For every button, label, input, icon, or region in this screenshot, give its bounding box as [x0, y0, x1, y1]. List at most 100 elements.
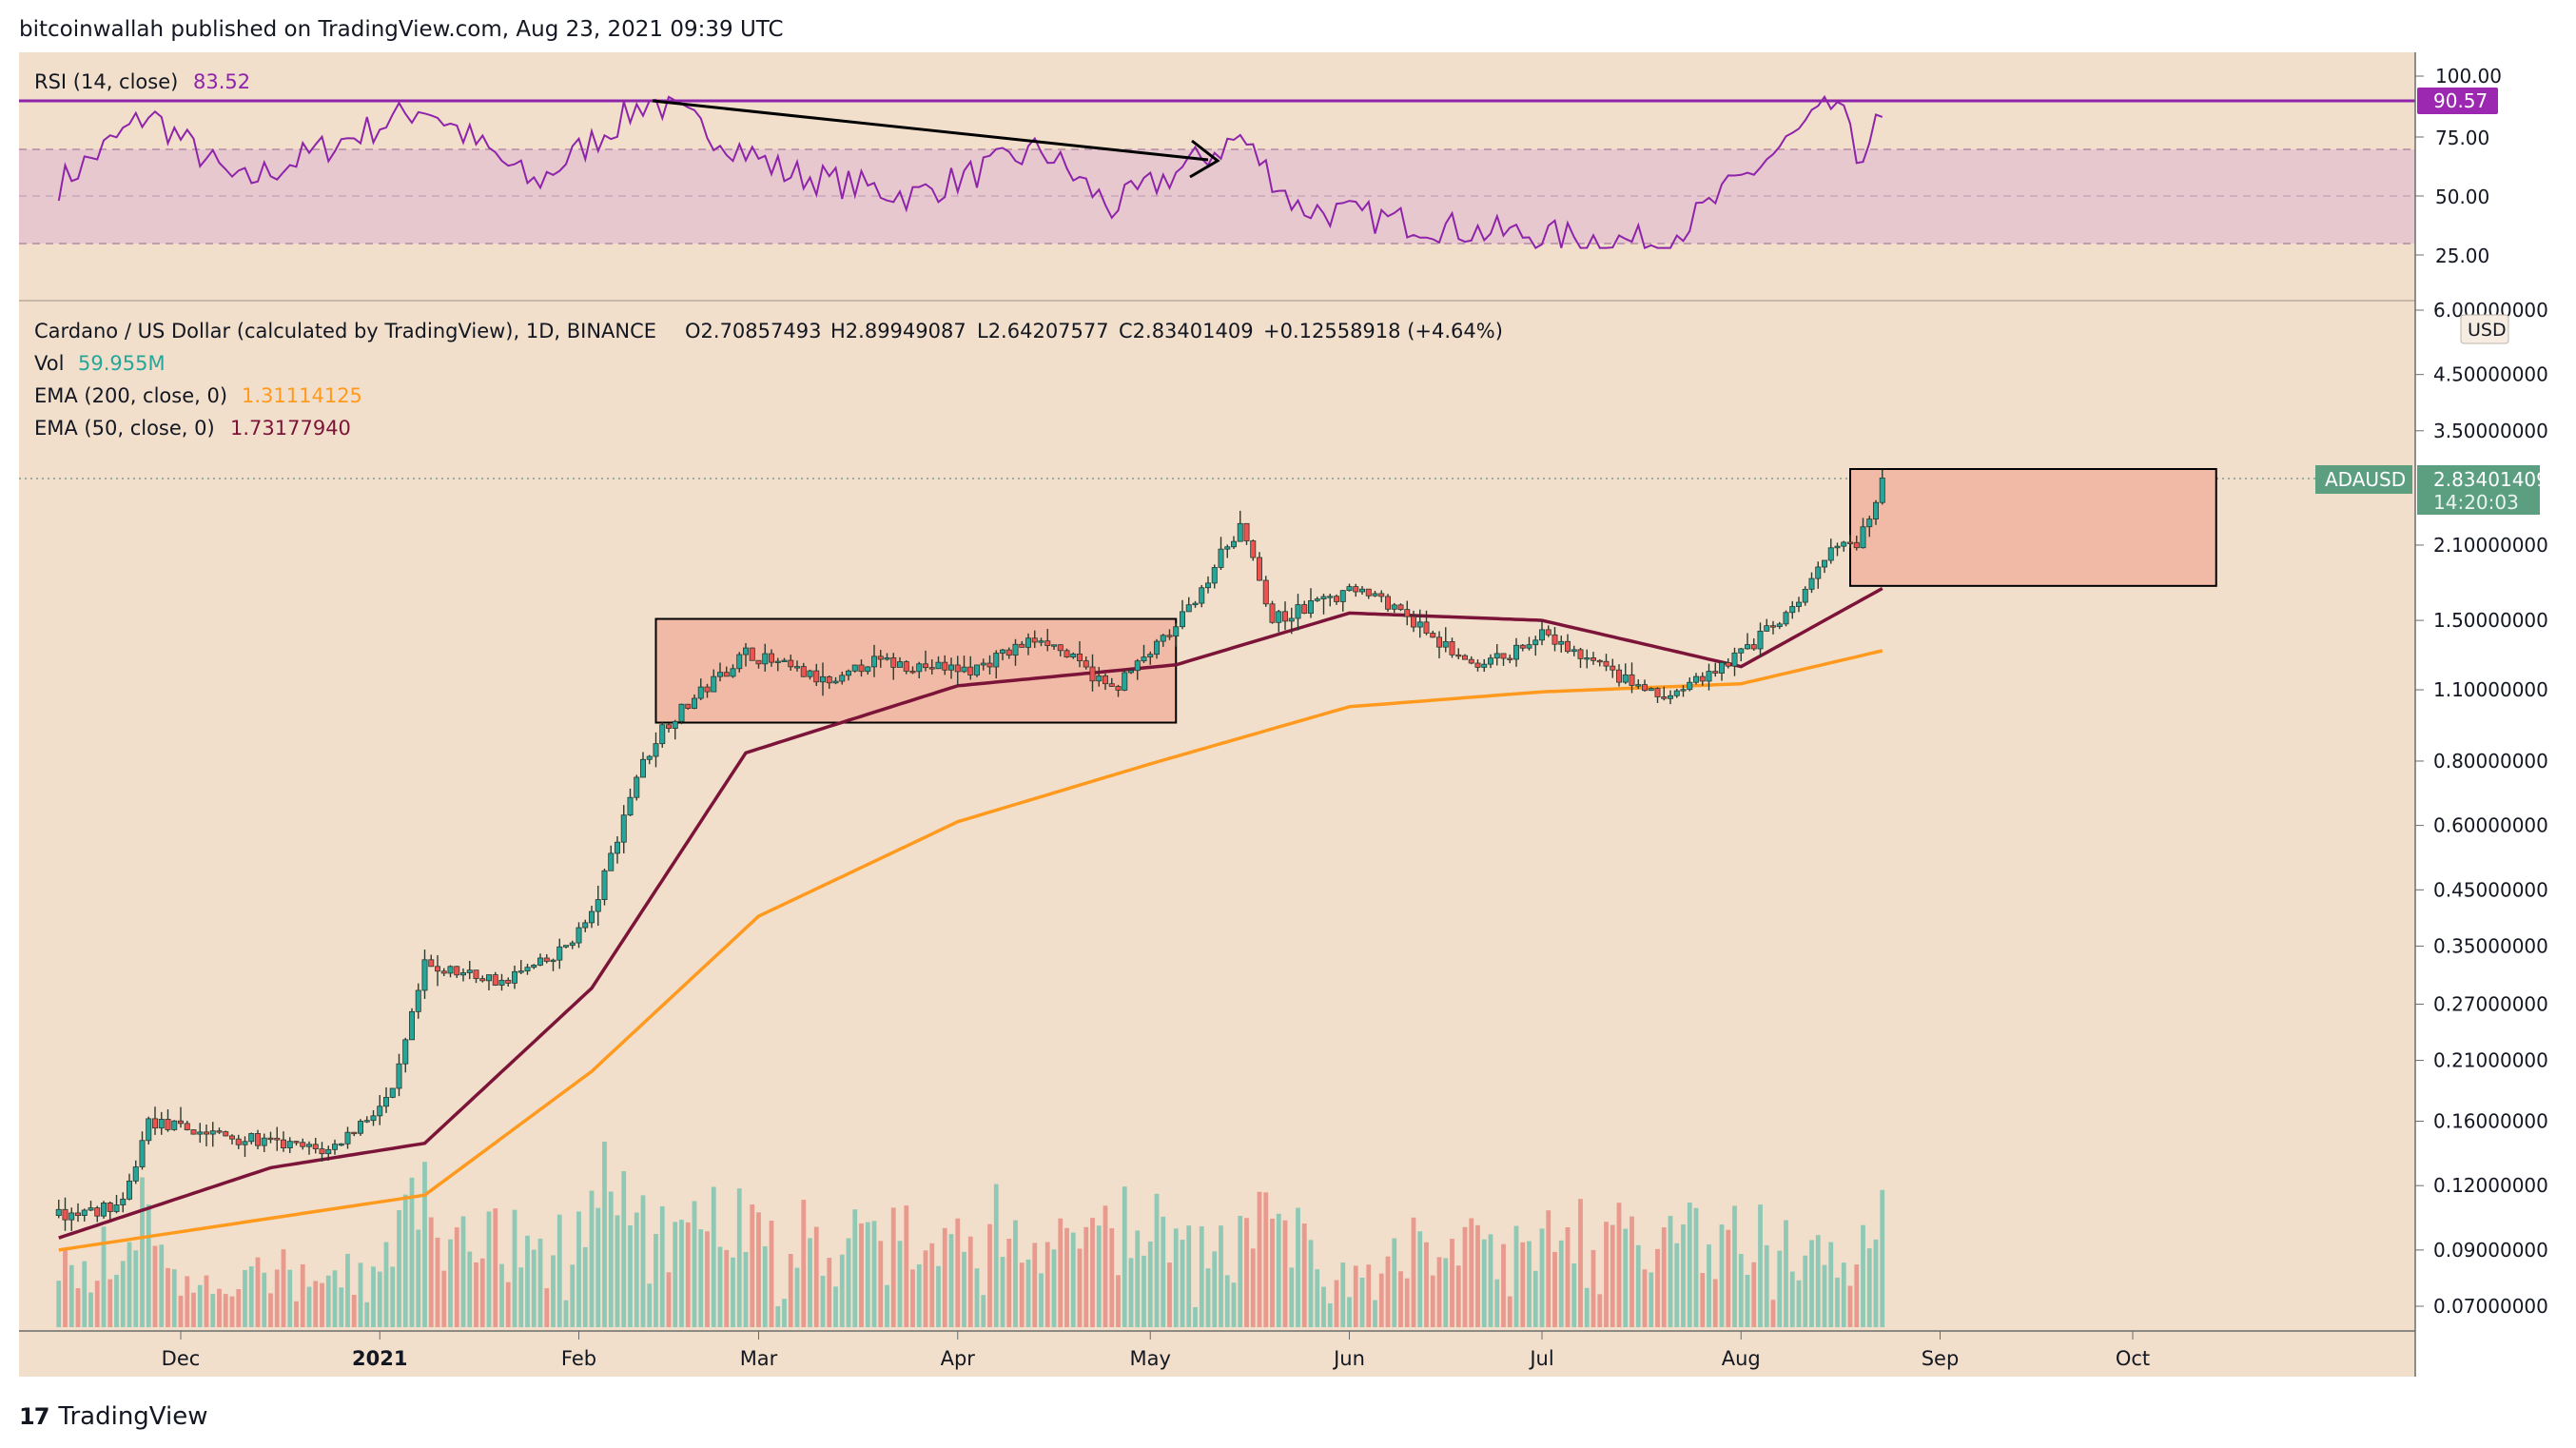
volume-bar: [1224, 1275, 1230, 1327]
candle-body: [1610, 665, 1616, 671]
candle-body: [1731, 652, 1738, 667]
candle-body: [357, 1121, 363, 1134]
volume-bar: [332, 1270, 338, 1327]
candle-body: [897, 661, 904, 668]
volume-bar: [1610, 1224, 1615, 1327]
candle-body: [1764, 625, 1770, 632]
candle-body: [1128, 670, 1135, 674]
candle-body: [408, 1010, 415, 1041]
volume-bar: [1796, 1280, 1802, 1327]
volume-bar: [1687, 1202, 1692, 1327]
candle-body: [1295, 604, 1301, 619]
volume-bar: [634, 1212, 639, 1327]
candle-body: [640, 758, 647, 778]
volume-bar: [537, 1238, 543, 1327]
candle-body: [1192, 602, 1199, 606]
candle-body: [1879, 478, 1885, 503]
candle-body: [1866, 519, 1873, 528]
volume-bar: [1301, 1223, 1307, 1327]
volume-bar: [1475, 1224, 1480, 1327]
volume-bar: [1861, 1224, 1865, 1327]
volume-bar: [1135, 1230, 1141, 1327]
price-tick-label: 1.50000000: [2433, 609, 2548, 632]
candle-body: [1661, 696, 1668, 699]
chart-svg[interactable]: 100.00 75.00 50.00 25.00 90.57 6.0000000…: [0, 0, 2576, 1399]
candle-body: [1853, 541, 1860, 549]
volume-bar: [325, 1275, 331, 1327]
footer-brand: 17 TradingView: [19, 1402, 208, 1431]
volume-bar: [839, 1254, 845, 1327]
volume-bar: [345, 1253, 350, 1327]
candle-body: [569, 942, 576, 947]
volume-bar: [1366, 1264, 1372, 1327]
candle-body: [692, 697, 698, 709]
volume-bar: [936, 1265, 941, 1327]
volume-bar: [191, 1292, 196, 1327]
volume-bar: [1532, 1270, 1538, 1327]
candle-body: [1699, 675, 1706, 682]
candle-body: [781, 659, 788, 662]
time-tick-label: Dec: [162, 1347, 201, 1370]
volume-bar: [666, 1272, 672, 1327]
candle-body: [1218, 548, 1224, 568]
rsi-tick-100: 100.00: [2435, 65, 2502, 88]
candle-body: [454, 966, 460, 976]
candle-body: [1019, 643, 1025, 648]
candle-body: [858, 664, 865, 673]
volume-bar: [1745, 1274, 1750, 1327]
volume-bar: [1103, 1205, 1108, 1327]
candle-body: [485, 974, 492, 982]
candle-body: [1269, 603, 1276, 623]
ema200-label: EMA (200, close, 0): [34, 384, 227, 407]
candle-body: [954, 664, 961, 673]
candle-body: [865, 666, 871, 673]
volume-bar: [1649, 1272, 1654, 1327]
candle-body: [228, 1135, 235, 1140]
consolidation-box: [654, 617, 1178, 724]
volume-bar: [576, 1211, 581, 1327]
candle-body: [556, 946, 563, 961]
volume-bar: [1212, 1251, 1218, 1327]
volume-bar: [171, 1269, 177, 1327]
volume-bar: [628, 1224, 633, 1327]
volume-bar: [1109, 1228, 1115, 1327]
volume-bar: [185, 1276, 190, 1327]
candle-body: [1237, 522, 1243, 542]
candle-body: [203, 1131, 209, 1135]
ohlc-open: O2.70857493: [685, 320, 821, 342]
candle-body: [1462, 655, 1469, 660]
volume-bar: [1854, 1264, 1860, 1327]
volume-bar: [152, 1245, 158, 1327]
candle-body: [1648, 688, 1654, 692]
candle-body: [1802, 588, 1808, 603]
candle-body: [331, 1144, 338, 1150]
divergence-arrow-head: [1189, 139, 1220, 179]
volume-bar: [1417, 1231, 1423, 1327]
volume-bar: [68, 1264, 74, 1327]
rsi-tick-75: 75.00: [2435, 127, 2489, 149]
candle-body: [1668, 695, 1674, 699]
volume-bar: [101, 1226, 107, 1327]
candle-body: [428, 959, 435, 968]
candle-body: [1211, 567, 1218, 584]
volume-bar: [1019, 1262, 1025, 1327]
volume-bar: [833, 1286, 838, 1327]
volume-bar: [300, 1263, 305, 1327]
candle-body: [171, 1120, 178, 1130]
volume-bar: [948, 1234, 954, 1327]
candle-body: [113, 1204, 120, 1212]
volume-bar: [1616, 1203, 1622, 1327]
candle-body: [1750, 644, 1757, 650]
rsi-level-tag: 90.57: [2417, 88, 2498, 114]
volume-bar: [942, 1227, 947, 1327]
volume-bar: [397, 1209, 401, 1327]
candle-body: [1025, 637, 1032, 648]
volume-bar: [416, 1229, 421, 1327]
volume-bar: [615, 1215, 620, 1327]
volume-bar: [1296, 1207, 1300, 1327]
volume-bar: [859, 1223, 864, 1327]
price-tick-label: 3.50000000: [2433, 420, 2548, 442]
volume-bar: [197, 1284, 203, 1327]
volume-bar: [262, 1272, 267, 1327]
candle-body: [216, 1130, 223, 1133]
